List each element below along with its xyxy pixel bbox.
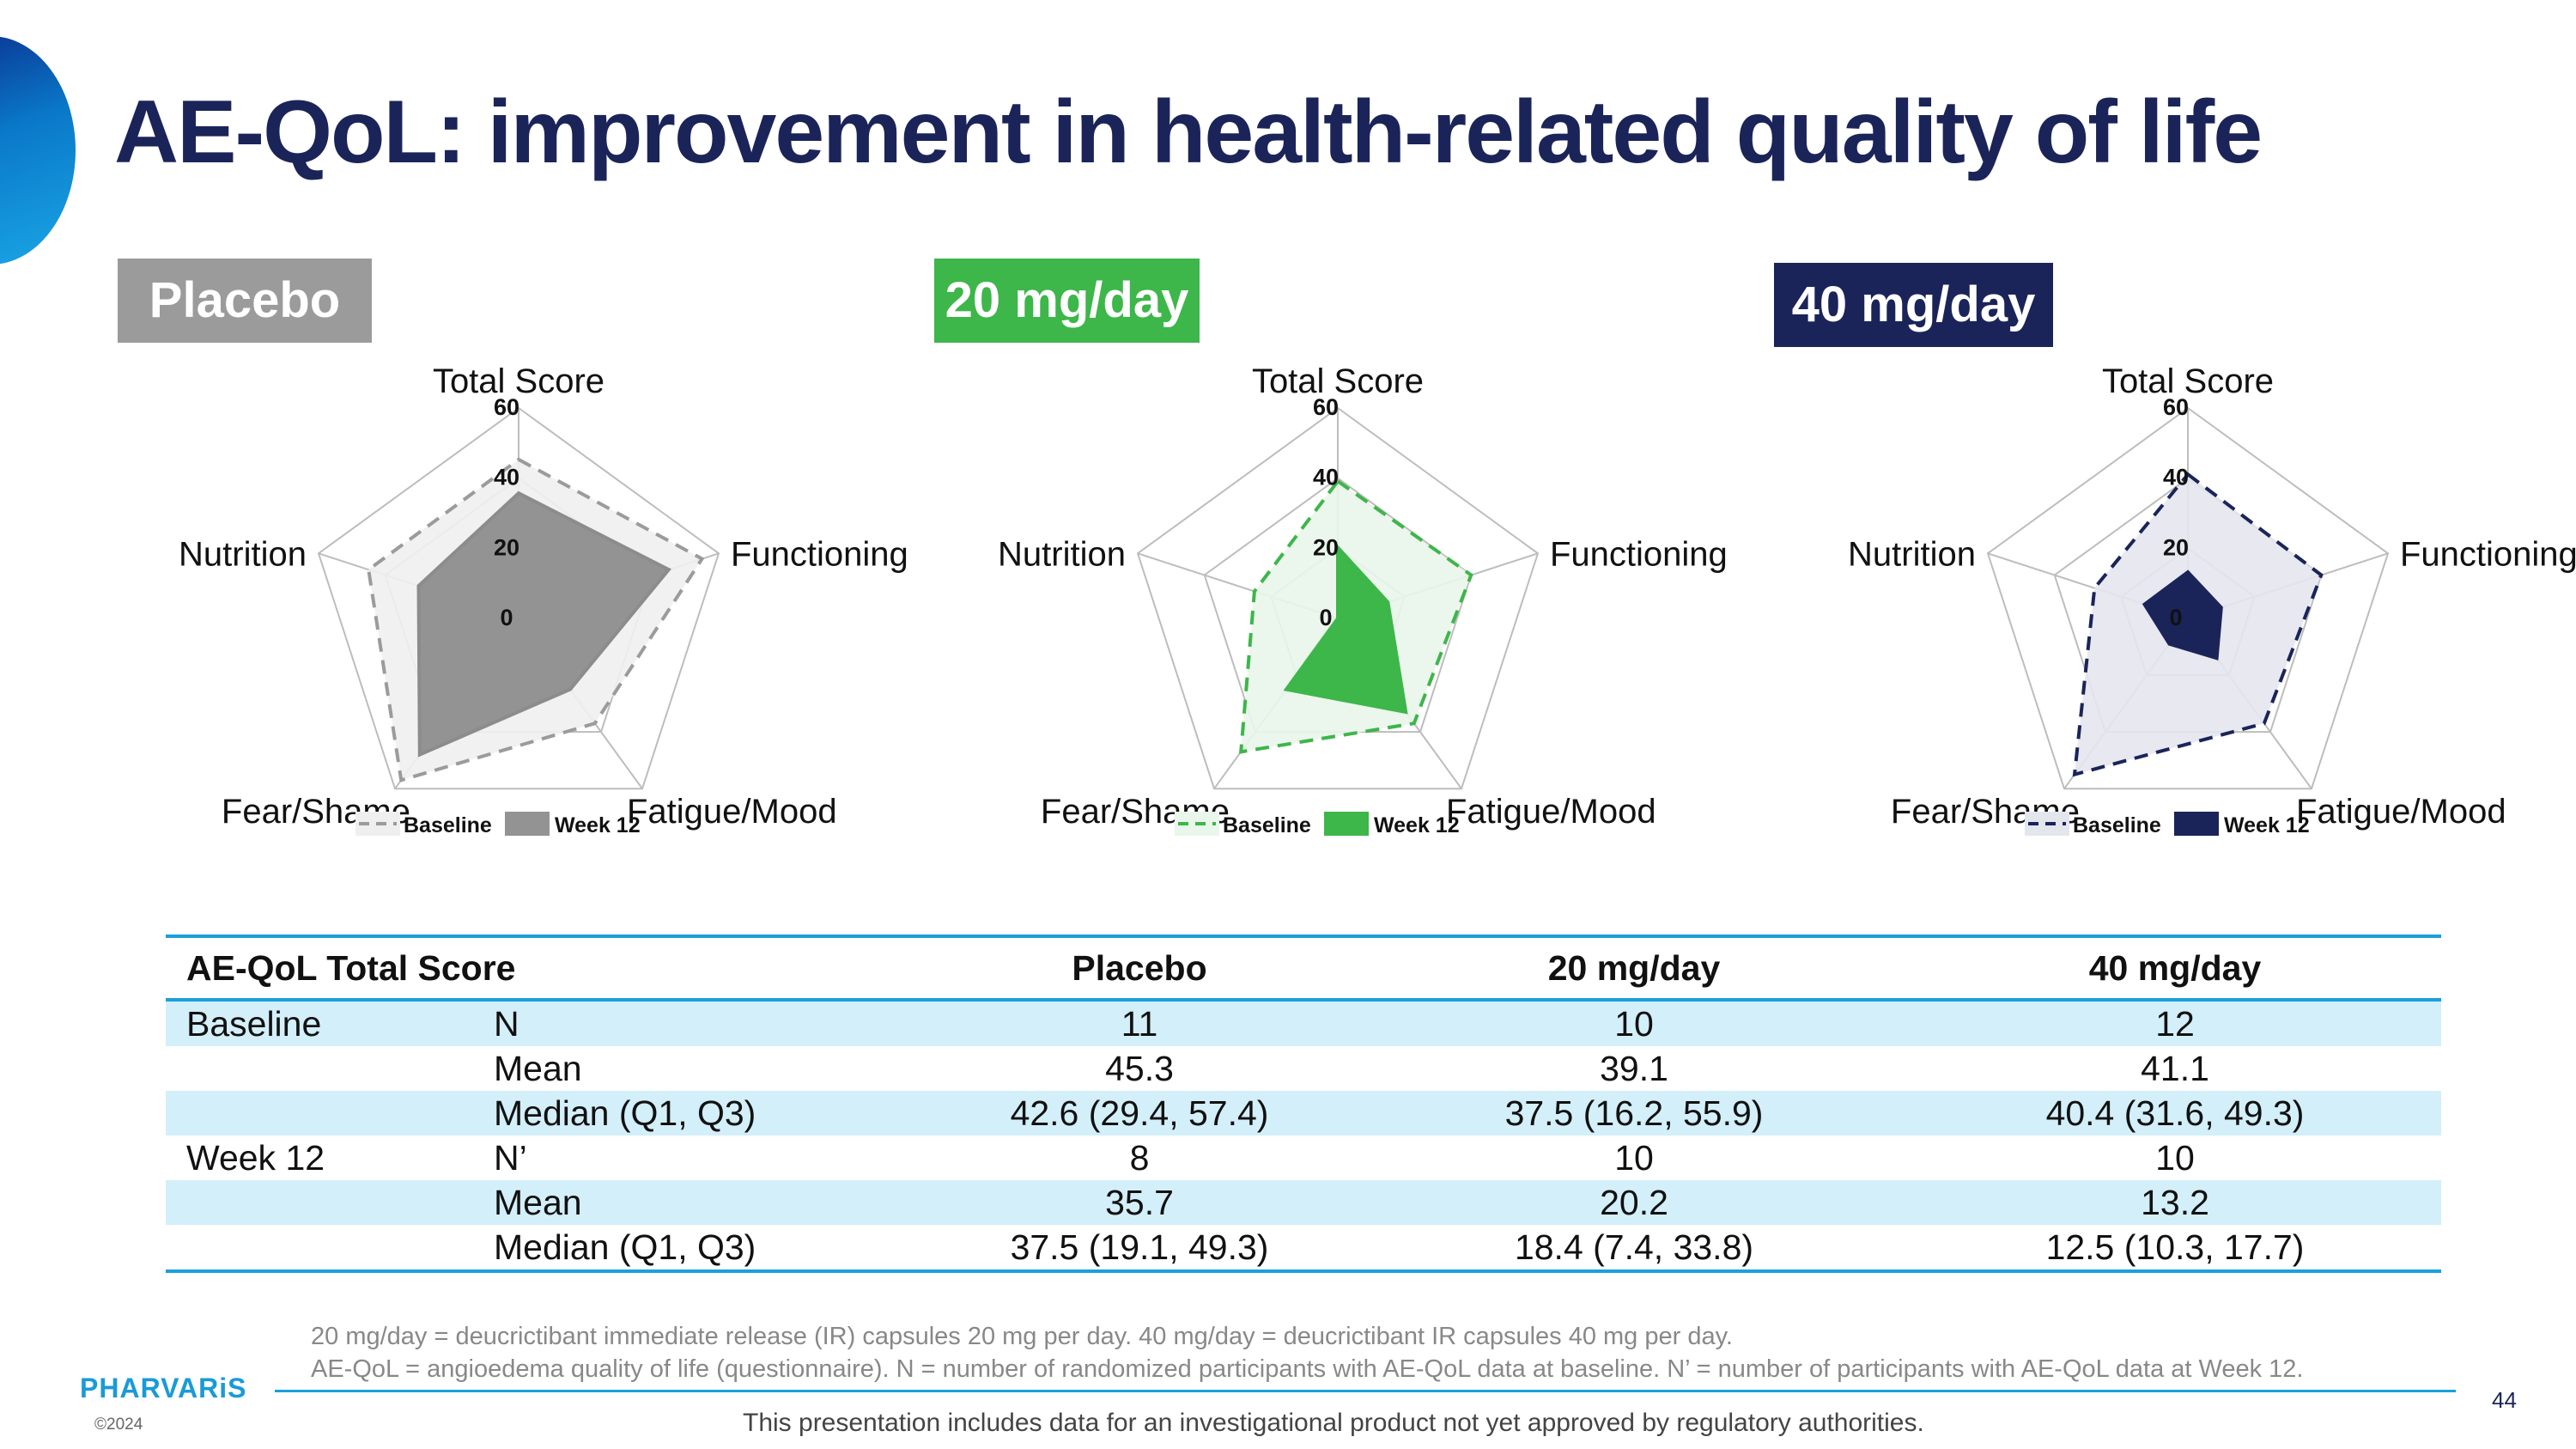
- table-cell-stat: Mean: [494, 1048, 582, 1088]
- radar-axis-label: Functioning: [1550, 535, 1728, 573]
- radar-axis-label: Nutrition: [179, 535, 307, 573]
- table-cell-placebo: 8: [1129, 1137, 1150, 1178]
- radar-axis-label: Functioning: [2400, 535, 2576, 573]
- legend-baseline-label: Baseline: [404, 813, 492, 837]
- radar-tick-label: 0: [1319, 605, 1332, 630]
- table-cell-mg20: 18.4 (7.4, 33.8): [1514, 1227, 1754, 1267]
- table-cell-placebo: 37.5 (19.1, 49.3): [1010, 1227, 1269, 1267]
- radar-tick-label: 40: [494, 465, 519, 490]
- table-cell-group: [166, 1225, 473, 1271]
- radar-tick-label: 20: [2163, 534, 2189, 560]
- table-cell-mg20: 39.1: [1600, 1048, 1668, 1088]
- table-header-row: AE-QoL Total Score Placebo 20 mg/day 40 …: [166, 936, 2441, 1000]
- table-cell-group: Baseline: [166, 1000, 473, 1046]
- radar-axis-label: Fatigue/Mood: [627, 793, 837, 831]
- copyright: ©2024: [94, 1416, 143, 1434]
- corner-logo-shape: [0, 36, 76, 265]
- radar-axis-label: Total Score: [1252, 362, 1424, 400]
- 20mg-badge: 20 mg/day: [934, 259, 1200, 343]
- radar-tick-label: 20: [494, 534, 519, 560]
- radar-tick-label: 60: [2163, 394, 2189, 420]
- placebo-radar-chart: 0 20 40 60 Total Score Functioning Fatigue/Moo…: [155, 339, 910, 855]
- radar-grid-ring: [1986, 406, 2390, 790]
- table-cell-stat: N: [473, 1000, 920, 1046]
- legend-week12-label: Week 12: [555, 813, 641, 837]
- table-header: 20 mg/day: [1547, 947, 1721, 988]
- table-cell-placebo: 42.6 (29.4, 57.4): [920, 1091, 1359, 1135]
- radar-axis-label: Nutrition: [998, 535, 1126, 573]
- legend-week12-label: Week 12: [1374, 813, 1460, 837]
- table-cell-mg20: 10: [1614, 1137, 1654, 1178]
- footnote-2: AE-QoL = angioedema quality of life (que…: [311, 1355, 2304, 1383]
- table-row: Mean 35.7 20.2 13.2: [166, 1180, 2441, 1225]
- table-cell-mg20: 20.2: [1359, 1180, 1909, 1225]
- page-title: AE-QoL: improvement in health-related qu…: [114, 82, 2263, 182]
- placebo-badge: Placebo: [118, 259, 372, 343]
- ae-qol-table: AE-QoL Total Score Placebo 20 mg/day 40 …: [166, 935, 2441, 1273]
- table-row: Median (Q1, Q3) 42.6 (29.4, 57.4) 37.5 (16…: [166, 1091, 2441, 1135]
- table-cell-mg40: 10: [2155, 1137, 2195, 1178]
- company-logo: PHARVARiS: [80, 1373, 247, 1403]
- table-cell-mg40: 41.1: [2141, 1048, 2209, 1088]
- radar-grid-ring: [317, 406, 720, 790]
- table-cell-placebo: 11: [920, 1000, 1359, 1046]
- radar-tick-label: 60: [1313, 394, 1339, 420]
- table-cell-mg40: 12.5 (10.3, 17.7): [2045, 1227, 2305, 1267]
- table-cell-mg20: 10: [1359, 1000, 1909, 1046]
- table-cell-mg20: 37.5 (16.2, 55.9): [1359, 1091, 1909, 1135]
- radar-series-week12: [2142, 569, 2223, 661]
- legend-week12-swatch: [1324, 812, 1369, 836]
- table-header: 40 mg/day: [2088, 947, 2262, 988]
- radar-tick-label: 0: [500, 605, 513, 630]
- radar-grid-ring: [1136, 406, 1540, 790]
- radar-axis-label: Total Score: [2102, 362, 2274, 400]
- radar-tick-label: 40: [2163, 465, 2189, 490]
- legend-baseline-label: Baseline: [1223, 813, 1311, 837]
- table-cell-stat: Median (Q1, Q3): [473, 1091, 920, 1135]
- 20mg-radar-chart: 0 20 40 60 Total Score Functioning Fatigue/Moo…: [979, 339, 1735, 855]
- footnote-1: 20 mg/day = deucrictibant immediate rele…: [311, 1323, 1733, 1350]
- legend-week12-swatch: [2174, 812, 2219, 836]
- radar-axis-label: Functioning: [731, 535, 908, 573]
- table-header: Placebo: [1072, 947, 1207, 988]
- table-row: Median (Q1, Q3) 37.5 (19.1, 49.3) 18.4 (7.…: [166, 1225, 2441, 1271]
- radar-series-week12: [416, 490, 671, 758]
- radar-axis-label: Fatigue/Mood: [1446, 793, 1656, 831]
- table-cell-mg40: 12: [1909, 1000, 2441, 1046]
- radar-axis-label: Nutrition: [1848, 535, 1976, 573]
- radar-axis-label: Fatigue/Mood: [2296, 793, 2506, 831]
- page-number: 44: [2492, 1387, 2517, 1413]
- legend-week12-swatch: [505, 812, 550, 836]
- table-header: AE-QoL Total Score: [186, 947, 516, 988]
- legend-baseline-label: Baseline: [2073, 813, 2161, 837]
- table-row: Baseline N 11 10 12: [166, 1000, 2441, 1046]
- table-cell-mg40: 40.4 (31.6, 49.3): [1909, 1091, 2441, 1135]
- table-cell-stat: Mean: [473, 1180, 920, 1225]
- disclaimer: This presentation includes data for an i…: [743, 1409, 1924, 1437]
- radar-tick-label: 40: [1313, 465, 1339, 490]
- table-cell-placebo: 35.7: [920, 1180, 1359, 1225]
- table-cell-group: [166, 1046, 473, 1091]
- table-cell-group: [166, 1180, 473, 1225]
- table-row: Mean 45.3 39.1 41.1: [166, 1046, 2441, 1091]
- table-row: Week 12 N’ 8 10 10: [166, 1135, 2441, 1180]
- table-cell-mg40: 13.2: [1909, 1180, 2441, 1225]
- table-cell-placebo: 45.3: [1105, 1048, 1174, 1088]
- 40mg-badge: 40 mg/day: [1774, 263, 2053, 347]
- table-cell-stat: Median (Q1, Q3): [494, 1227, 756, 1267]
- table-cell-group: Week 12: [186, 1137, 325, 1178]
- radar-series-week12: [1283, 543, 1408, 715]
- radar-tick-label: 60: [494, 394, 519, 420]
- 40mg-radar-chart: 0 20 40 60 Total Score Functioning Fatigue/Moo…: [1812, 339, 2576, 855]
- footer-rule: [275, 1390, 2456, 1392]
- radar-tick-label: 20: [1313, 534, 1339, 560]
- table-cell-group: [166, 1091, 473, 1135]
- radar-axis-label: Total Score: [433, 362, 605, 400]
- table-cell-stat: N’: [494, 1137, 527, 1178]
- radar-tick-label: 0: [2169, 605, 2182, 630]
- legend-week12-label: Week 12: [2224, 813, 2310, 837]
